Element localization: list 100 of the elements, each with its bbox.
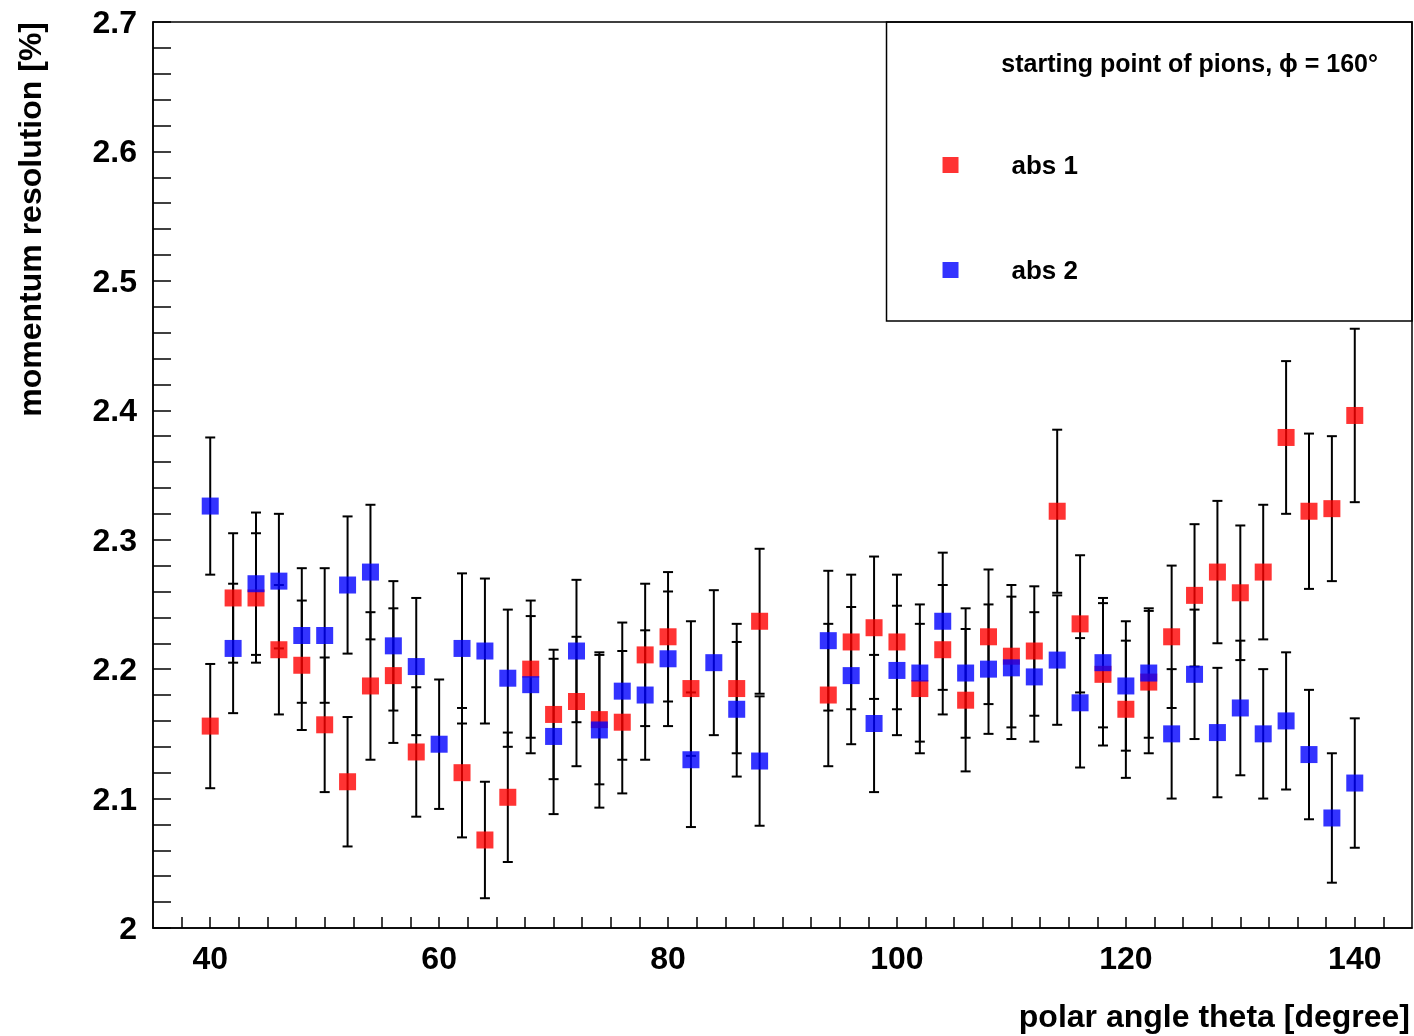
point [567, 693, 585, 710]
point [567, 642, 585, 660]
point [1254, 563, 1272, 581]
point [1231, 699, 1249, 717]
point [1025, 668, 1043, 686]
point [1186, 586, 1204, 604]
point [384, 637, 402, 655]
point [705, 654, 723, 672]
point [316, 716, 334, 734]
point [499, 669, 517, 687]
point [1140, 664, 1158, 682]
legend-label: abs 1 [1011, 150, 1079, 180]
x-axis-title: polar angle theta [degree] [1018, 998, 1410, 1034]
point [957, 664, 975, 682]
point [453, 639, 471, 657]
y-tick-label: 2.6 [92, 133, 137, 170]
point [339, 773, 357, 791]
y-tick-label: 2.1 [92, 780, 137, 817]
point [476, 642, 494, 660]
point [316, 626, 334, 644]
point [980, 628, 998, 646]
point [1323, 500, 1341, 518]
point [819, 686, 837, 704]
point [1208, 563, 1226, 581]
legend-label: abs 2 [1011, 255, 1079, 285]
point [842, 667, 860, 685]
point [1163, 628, 1181, 646]
point [1002, 659, 1020, 677]
point [1323, 809, 1341, 827]
point [361, 677, 379, 695]
point [224, 639, 242, 657]
x-tick-label: 60 [421, 940, 457, 976]
point [865, 619, 883, 637]
point [407, 658, 425, 676]
x-tick-label: 120 [1099, 940, 1153, 976]
point [224, 589, 242, 607]
point [201, 497, 219, 515]
point [865, 715, 883, 732]
point [659, 650, 677, 668]
point [888, 661, 906, 679]
point [499, 788, 517, 806]
point [957, 691, 975, 709]
point [728, 680, 746, 698]
point [1071, 694, 1089, 712]
point [682, 680, 700, 698]
point [1254, 725, 1272, 743]
point [453, 764, 471, 782]
point [1048, 651, 1066, 669]
y-axis-title: momentum resolution [%] [12, 22, 48, 417]
point [1277, 428, 1295, 446]
point [270, 572, 288, 590]
point [1346, 774, 1364, 792]
y-tick-label: 2.2 [92, 651, 137, 688]
point [270, 641, 288, 659]
x-tick-label: 80 [650, 940, 686, 976]
point [1094, 654, 1112, 672]
y-tick-label: 2 [119, 910, 137, 946]
point [339, 576, 357, 594]
x-tick-label: 40 [192, 940, 229, 976]
point [751, 612, 769, 630]
point [1231, 584, 1249, 602]
point [476, 831, 494, 849]
y-tick-label: 2.5 [92, 262, 137, 299]
point [728, 700, 746, 718]
point [1300, 746, 1318, 764]
point [1071, 615, 1089, 633]
point [980, 660, 998, 678]
point [613, 682, 631, 700]
point [1117, 700, 1135, 718]
point [293, 656, 311, 674]
point [934, 612, 952, 630]
y-tick-label: 2.4 [92, 392, 138, 429]
point [819, 632, 837, 650]
point [384, 667, 402, 685]
point [1117, 677, 1135, 695]
point [911, 664, 929, 682]
point [934, 641, 952, 659]
point [201, 717, 219, 735]
point [1208, 724, 1226, 742]
point [659, 628, 677, 646]
point [1025, 642, 1043, 660]
point [1048, 502, 1066, 520]
point [888, 633, 906, 651]
point [842, 633, 860, 651]
point [545, 705, 563, 723]
y-tick-label: 2.3 [92, 521, 137, 558]
point [1300, 502, 1318, 520]
point [590, 721, 608, 739]
point [682, 751, 700, 769]
point [751, 752, 769, 770]
point [1186, 665, 1204, 683]
y-tick-label: 2.7 [92, 4, 137, 40]
point [636, 686, 654, 704]
legend-title: starting point of pions, ϕ = 160° [1001, 48, 1378, 77]
point [613, 713, 631, 731]
point [1277, 712, 1295, 730]
point [407, 743, 425, 761]
x-tick-label: 140 [1328, 940, 1382, 976]
point [1346, 406, 1364, 424]
point [361, 563, 379, 581]
